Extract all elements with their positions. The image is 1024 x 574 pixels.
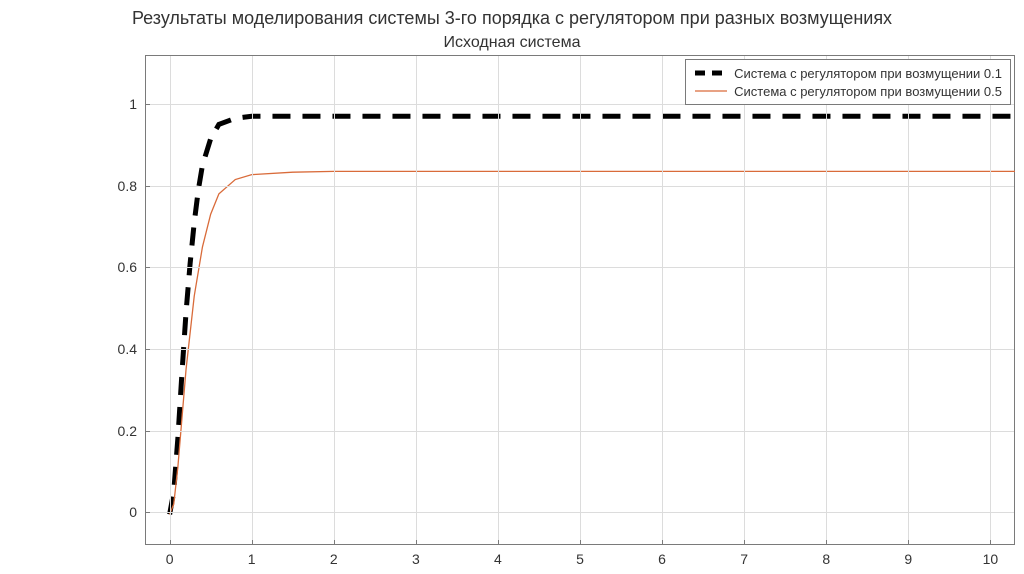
x-tick-mark bbox=[170, 540, 171, 545]
grid-line-horizontal bbox=[146, 267, 1014, 268]
x-tick-label: 4 bbox=[494, 551, 502, 567]
y-tick-mark bbox=[145, 104, 150, 105]
legend-swatch bbox=[694, 84, 728, 98]
x-tick-label: 6 bbox=[658, 551, 666, 567]
y-tick-label: 0 bbox=[129, 504, 137, 520]
grid-line-vertical bbox=[744, 56, 745, 544]
x-tick-mark bbox=[580, 540, 581, 545]
legend-swatch bbox=[694, 66, 728, 80]
x-tick-label: 2 bbox=[330, 551, 338, 567]
x-tick-mark bbox=[498, 540, 499, 545]
x-tick-mark bbox=[416, 540, 417, 545]
grid-line-vertical bbox=[170, 56, 171, 544]
grid-line-vertical bbox=[334, 56, 335, 544]
x-tick-label: 0 bbox=[166, 551, 174, 567]
x-tick-mark bbox=[908, 540, 909, 545]
grid-line-vertical bbox=[662, 56, 663, 544]
x-tick-label: 10 bbox=[983, 551, 999, 567]
chart-title: Исходная система bbox=[0, 34, 1024, 52]
page-title: Результаты моделирования системы 3-го по… bbox=[0, 8, 1024, 29]
y-tick-label: 0.8 bbox=[118, 178, 137, 194]
grid-line-horizontal bbox=[146, 431, 1014, 432]
x-tick-label: 5 bbox=[576, 551, 584, 567]
legend-row: Система с регулятором при возмущении 0.5 bbox=[694, 82, 1002, 100]
y-tick-mark bbox=[145, 186, 150, 187]
x-tick-mark bbox=[744, 540, 745, 545]
x-tick-label: 1 bbox=[248, 551, 256, 567]
series-line bbox=[170, 171, 1015, 514]
chart-plot-area: 01234567891000.20.40.60.81Система с регу… bbox=[145, 55, 1015, 545]
y-tick-mark bbox=[145, 512, 150, 513]
x-tick-label: 8 bbox=[822, 551, 830, 567]
y-tick-label: 1 bbox=[129, 96, 137, 112]
y-tick-label: 0.2 bbox=[118, 423, 137, 439]
grid-line-horizontal bbox=[146, 186, 1014, 187]
y-tick-mark bbox=[145, 431, 150, 432]
chart-legend: Система с регулятором при возмущении 0.1… bbox=[685, 59, 1011, 105]
grid-line-vertical bbox=[990, 56, 991, 544]
legend-label: Система с регулятором при возмущении 0.5 bbox=[734, 84, 1002, 99]
legend-row: Система с регулятором при возмущении 0.1 bbox=[694, 64, 1002, 82]
grid-line-vertical bbox=[252, 56, 253, 544]
x-tick-label: 9 bbox=[904, 551, 912, 567]
x-tick-mark bbox=[662, 540, 663, 545]
x-tick-mark bbox=[826, 540, 827, 545]
grid-line-vertical bbox=[908, 56, 909, 544]
y-tick-label: 0.6 bbox=[118, 259, 137, 275]
y-tick-mark bbox=[145, 267, 150, 268]
x-tick-label: 7 bbox=[740, 551, 748, 567]
grid-line-vertical bbox=[826, 56, 827, 544]
grid-line-vertical bbox=[498, 56, 499, 544]
grid-line-vertical bbox=[416, 56, 417, 544]
legend-label: Система с регулятором при возмущении 0.1 bbox=[734, 66, 1002, 81]
grid-line-vertical bbox=[580, 56, 581, 544]
x-tick-mark bbox=[252, 540, 253, 545]
x-tick-mark bbox=[334, 540, 335, 545]
y-tick-mark bbox=[145, 349, 150, 350]
grid-line-horizontal bbox=[146, 512, 1014, 513]
grid-line-horizontal bbox=[146, 349, 1014, 350]
x-tick-label: 3 bbox=[412, 551, 420, 567]
y-tick-label: 0.4 bbox=[118, 341, 137, 357]
x-tick-mark bbox=[990, 540, 991, 545]
series-line bbox=[170, 116, 1015, 514]
